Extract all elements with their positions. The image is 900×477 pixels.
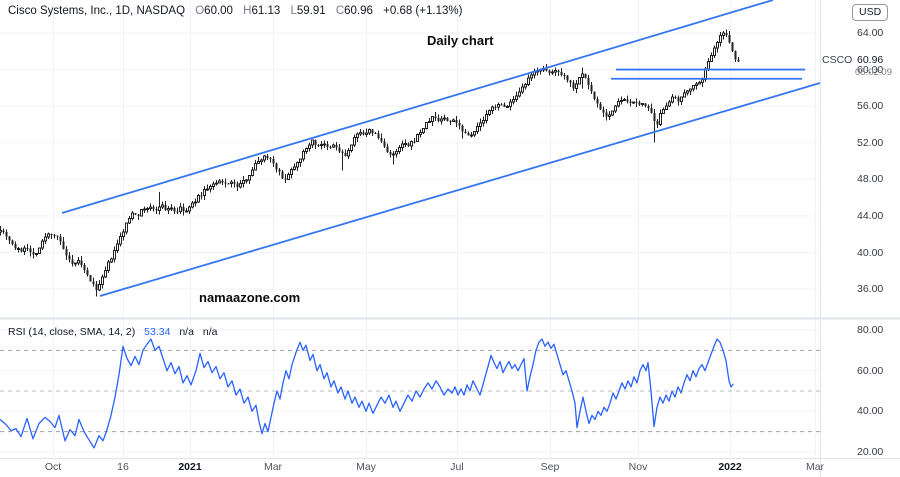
candlestick-series bbox=[0, 29, 740, 297]
rsi-value: 53.34 bbox=[144, 326, 171, 338]
bar-countdown: 05:02:09 bbox=[855, 67, 892, 78]
time-tick-label: 2021 bbox=[178, 461, 202, 473]
price-tick-label: 52.00 bbox=[857, 136, 884, 149]
low-letter: L bbox=[290, 5, 297, 17]
currency-toggle-button[interactable]: USD bbox=[852, 4, 889, 21]
open-value: 60.00 bbox=[204, 5, 233, 17]
price-axis-symbol-label: CSCO bbox=[822, 54, 853, 66]
rsi-name: RSI (14, close, SMA, 14, 2) bbox=[8, 326, 136, 338]
time-tick-label: Sep bbox=[540, 461, 560, 473]
time-tick-label: 16 bbox=[117, 461, 129, 473]
rsi-tick-label: 80.00 bbox=[857, 324, 884, 336]
last-price-label: 60.96 bbox=[857, 54, 884, 66]
low-value: 59.91 bbox=[296, 5, 326, 17]
daily-chart-text-drawing[interactable]: Daily chart bbox=[427, 33, 494, 48]
rsi-na-2: n/a bbox=[202, 326, 218, 338]
symbol-header[interactable]: Cisco Systems, Inc., 1D, NASDAQ O60.00 H… bbox=[8, 5, 462, 17]
time-tick-label: Mar bbox=[805, 461, 825, 473]
close-letter: C bbox=[335, 5, 345, 17]
price-tick-label: 36.00 bbox=[857, 283, 884, 296]
time-tick-label: May bbox=[356, 461, 376, 473]
open-letter: O bbox=[195, 5, 205, 17]
time-tick-label: Mar bbox=[263, 461, 283, 473]
watermark-text-drawing[interactable]: namaazone.com bbox=[199, 290, 301, 305]
change-value: +0.68 (+1.13%) bbox=[383, 5, 463, 17]
price-tick-label: 44.00 bbox=[857, 209, 884, 222]
price-tick-label: 64.00 bbox=[857, 27, 884, 39]
time-tick-label: Nov bbox=[628, 461, 648, 473]
close-value: 60.96 bbox=[344, 5, 373, 17]
rsi-tick-label: 60.00 bbox=[857, 364, 884, 377]
rsi-indicator-legend[interactable]: RSI (14, close, SMA, 14, 2) 53.34 n/a n/… bbox=[8, 326, 217, 338]
high-value: 61.13 bbox=[251, 5, 281, 17]
high-letter: H bbox=[243, 5, 252, 17]
symbol-title[interactable]: Cisco Systems, Inc., 1D, NASDAQ bbox=[8, 5, 186, 17]
time-tick-label: Jul bbox=[450, 461, 464, 473]
rsi-tick-label: 20.00 bbox=[857, 445, 884, 458]
channel-upper[interactable] bbox=[61, 0, 774, 214]
time-tick-label: Oct bbox=[44, 461, 62, 473]
price-tick-label: 60.00 bbox=[857, 63, 884, 76]
trendline-drawings[interactable] bbox=[61, 0, 821, 297]
time-tick-label: 2022 bbox=[718, 461, 742, 473]
price-tick-label: 56.00 bbox=[857, 100, 884, 113]
price-tick-label: 48.00 bbox=[857, 173, 884, 186]
rsi-line-series bbox=[0, 338, 734, 449]
channel-lower[interactable] bbox=[99, 82, 821, 297]
rsi-levels bbox=[0, 349, 820, 433]
price-tick-label: 40.00 bbox=[857, 246, 884, 259]
rsi-na-1: n/a bbox=[179, 326, 194, 338]
rsi-tick-label: 40.00 bbox=[857, 405, 884, 418]
